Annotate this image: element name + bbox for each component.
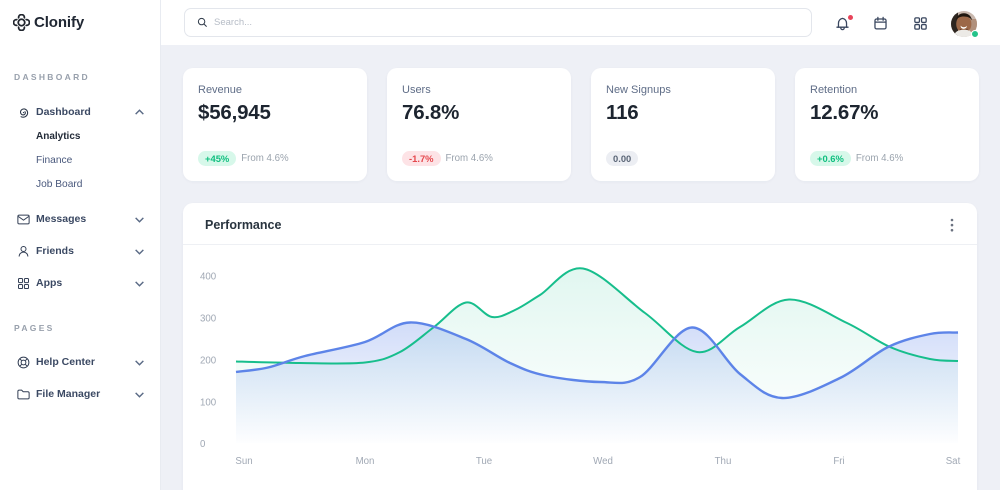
svg-text:200: 200 [200,356,217,367]
svg-text:Fri: Fri [833,456,844,467]
svg-text:Mon: Mon [356,456,375,467]
svg-text:400: 400 [200,272,217,283]
svg-text:100: 100 [200,398,217,409]
svg-text:Wed: Wed [593,456,613,467]
svg-text:Thu: Thu [715,456,732,467]
svg-text:Tue: Tue [476,456,492,467]
svg-text:0: 0 [200,439,206,450]
svg-text:300: 300 [200,314,217,325]
svg-text:Sun: Sun [235,456,252,467]
svg-text:Sat: Sat [946,456,961,467]
